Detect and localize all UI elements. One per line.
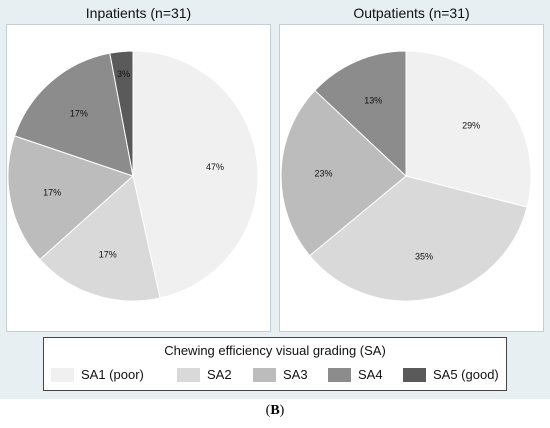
legend-swatch-sa3: [253, 368, 276, 382]
inpatients-panel: Inpatients (n=31) 47% 17% 17% 17% 3%: [6, 2, 271, 332]
inpatients-pie-chart: 47% 17% 17% 17% 3%: [7, 50, 259, 302]
legend-label-sa5: SA5 (good): [433, 367, 499, 382]
figure: Inpatients (n=31) 47% 17% 17% 17% 3% Outpati…: [0, 0, 550, 399]
slice-label-sa3: 23%: [315, 168, 333, 178]
figure-caption: (B): [0, 403, 550, 419]
pie-slice-sa3: [7, 135, 134, 261]
caption-letter: B: [270, 403, 280, 418]
legend-label-sa1: SA1 (poor): [81, 367, 144, 382]
caption-open: (: [265, 403, 271, 418]
legend: Chewing efficiency visual grading (SA) S…: [43, 337, 507, 391]
slice-label-sa5: 3%: [117, 69, 130, 79]
legend-label-sa3: SA3: [283, 367, 308, 382]
legend-swatch-sa4: [328, 368, 351, 382]
slice-label-sa3: 17%: [43, 188, 61, 198]
legend-swatch-sa1: [51, 368, 74, 382]
legend-title: Chewing efficiency visual grading (SA): [164, 343, 386, 358]
outpatients-pie-chart: 29% 35% 23% 13%: [280, 50, 532, 302]
pie-slice-sa4: [13, 52, 134, 177]
outpatients-title: Outpatients (n=31): [279, 2, 544, 24]
pie-slice-sa4: [314, 50, 407, 178]
slice-label-sa4: 13%: [364, 95, 382, 105]
pie-slice-sa3: [280, 89, 407, 257]
pie-slice-sa5: [109, 50, 134, 177]
outpatients-plot-area: 29% 35% 23% 13%: [279, 24, 544, 332]
pie-slice-sa1: [132, 50, 259, 299]
legend-label-sa2: SA2: [207, 367, 232, 382]
slice-label-sa2: 17%: [99, 250, 117, 260]
slice-label-sa1: 47%: [206, 162, 224, 172]
legend-swatch-sa5: [403, 368, 426, 382]
outpatients-panel: Outpatients (n=31) 29% 35% 23% 13%: [279, 2, 544, 332]
inpatients-plot-area: 47% 17% 17% 17% 3%: [6, 24, 271, 332]
caption-close: ): [279, 403, 285, 418]
legend-label-sa4: SA4: [358, 367, 383, 382]
inpatients-title: Inpatients (n=31): [6, 2, 271, 24]
slice-label-sa2: 35%: [415, 252, 433, 262]
pie-slice-sa2: [308, 175, 528, 302]
pie-slice-sa1: [405, 50, 532, 208]
pie-slice-sa2: [39, 175, 161, 302]
legend-swatch-sa2: [177, 368, 200, 382]
slice-label-sa1: 29%: [462, 120, 480, 130]
slice-label-sa4: 17%: [70, 109, 88, 119]
